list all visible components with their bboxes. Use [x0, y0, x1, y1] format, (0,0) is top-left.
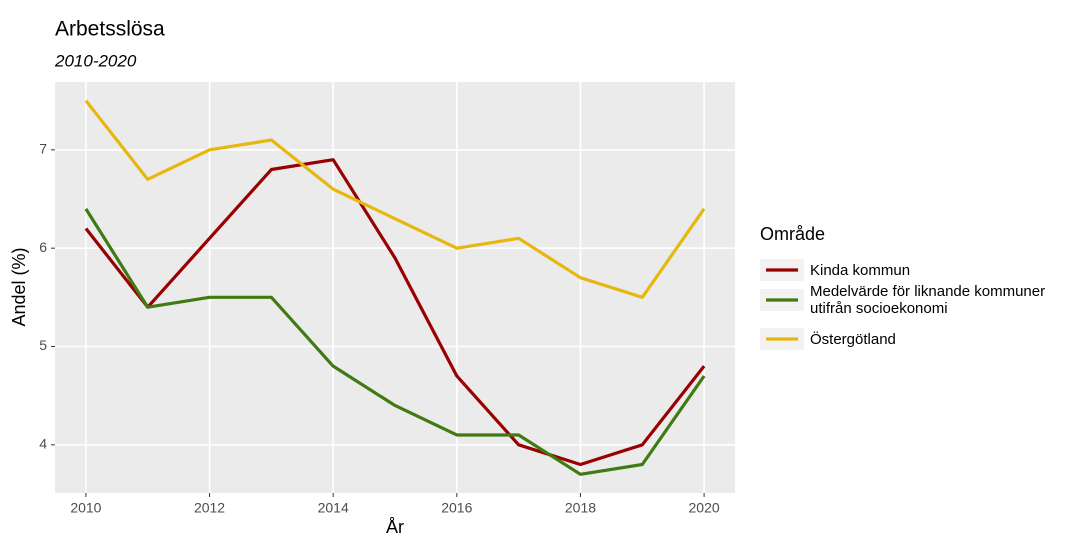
panel: [55, 82, 735, 493]
legend-label: Kinda kommun: [810, 261, 911, 279]
x-tick-label: 2016: [441, 500, 472, 516]
x-tick-label: 2010: [70, 500, 101, 516]
chart-subtitle: 2010-2020: [54, 51, 137, 70]
y-axis-label: Andel (%): [9, 247, 29, 326]
line-series: [84, 99, 706, 299]
legend-entry: Kinda kommun: [810, 261, 911, 279]
x-tick-label: 2020: [689, 500, 720, 516]
y-tick-label: 7: [39, 141, 47, 157]
y-tick-label: 6: [39, 239, 47, 255]
legend-label: Medelvärde för liknande kommuner utifrån…: [810, 283, 1046, 317]
legend-label: Östergötland: [810, 330, 896, 348]
chart-title: Arbetsslösa: [55, 18, 165, 41]
line-series: [84, 158, 706, 467]
legend-entry: Östergötland: [810, 330, 896, 348]
y-tick-label: 4: [39, 436, 47, 452]
x-tick-label: 2012: [194, 500, 225, 516]
x-tick-label: 2018: [565, 500, 596, 516]
legend-entry: Medelvärde för liknande kommuner utifrån…: [810, 283, 1046, 317]
y-tick-label: 5: [39, 337, 47, 353]
x-tick-label: 2014: [318, 500, 349, 516]
line-series: [84, 207, 706, 476]
legend-title: Område: [760, 224, 825, 244]
x-axis-label: År: [386, 517, 404, 537]
